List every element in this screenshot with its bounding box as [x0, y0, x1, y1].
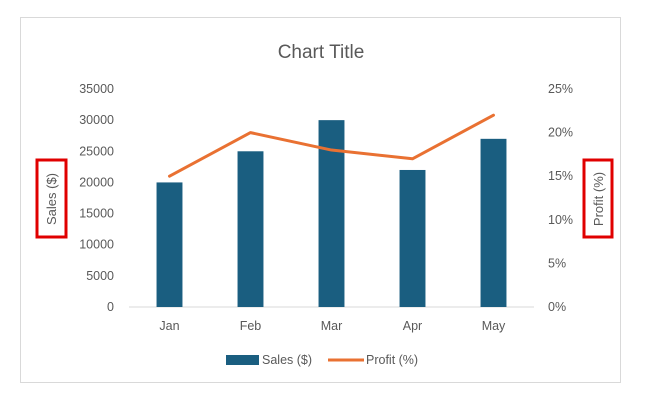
bar — [480, 138, 507, 307]
y2-tick-label: 20% — [548, 126, 573, 140]
y-tick-label: 30000 — [79, 113, 114, 127]
line-series — [168, 113, 495, 178]
y2-tick-label: 0% — [548, 300, 566, 314]
y-tick-label: 0 — [107, 300, 114, 314]
bar — [156, 182, 183, 307]
y-tick-label: 20000 — [79, 175, 114, 189]
y-tick-label: 25000 — [79, 144, 114, 158]
y-axis-title-highlight — [35, 158, 68, 239]
bar — [237, 151, 264, 307]
x-tick-label: Mar — [321, 319, 343, 333]
y2-axis-title-highlight — [582, 158, 614, 239]
profit-line — [168, 113, 495, 178]
legend-sales-swatch — [226, 355, 259, 365]
bar-series — [156, 120, 507, 308]
y-tick-label: 10000 — [79, 238, 114, 252]
y-axis-title: Sales ($) — [44, 173, 59, 225]
y-tick-label: 5000 — [86, 269, 114, 283]
x-axis-ticks: Jan Feb Mar Apr May — [159, 319, 506, 333]
x-tick-label: May — [482, 319, 506, 333]
x-tick-label: Apr — [403, 319, 422, 333]
y-tick-label: 15000 — [79, 207, 114, 221]
legend: Sales ($) Profit (%) — [226, 353, 418, 367]
y2-axis-ticks: 0% 5% 10% 15% 20% 25% — [548, 82, 573, 314]
y-tick-label: 35000 — [79, 82, 114, 96]
chart-title: Chart Title — [278, 42, 365, 63]
bar — [399, 169, 426, 307]
y2-axis-title: Profit (%) — [591, 172, 606, 226]
legend-sales-label: Sales ($) — [262, 353, 312, 367]
y2-tick-label: 25% — [548, 82, 573, 96]
y2-tick-label: 10% — [548, 213, 573, 227]
x-tick-label: Feb — [240, 319, 262, 333]
x-tick-label: Jan — [159, 319, 179, 333]
y2-tick-label: 15% — [548, 169, 573, 183]
y2-tick-label: 5% — [548, 256, 566, 270]
legend-profit-label: Profit (%) — [366, 353, 418, 367]
y-axis-ticks: 0 5000 10000 15000 20000 25000 30000 35000 — [79, 82, 114, 314]
